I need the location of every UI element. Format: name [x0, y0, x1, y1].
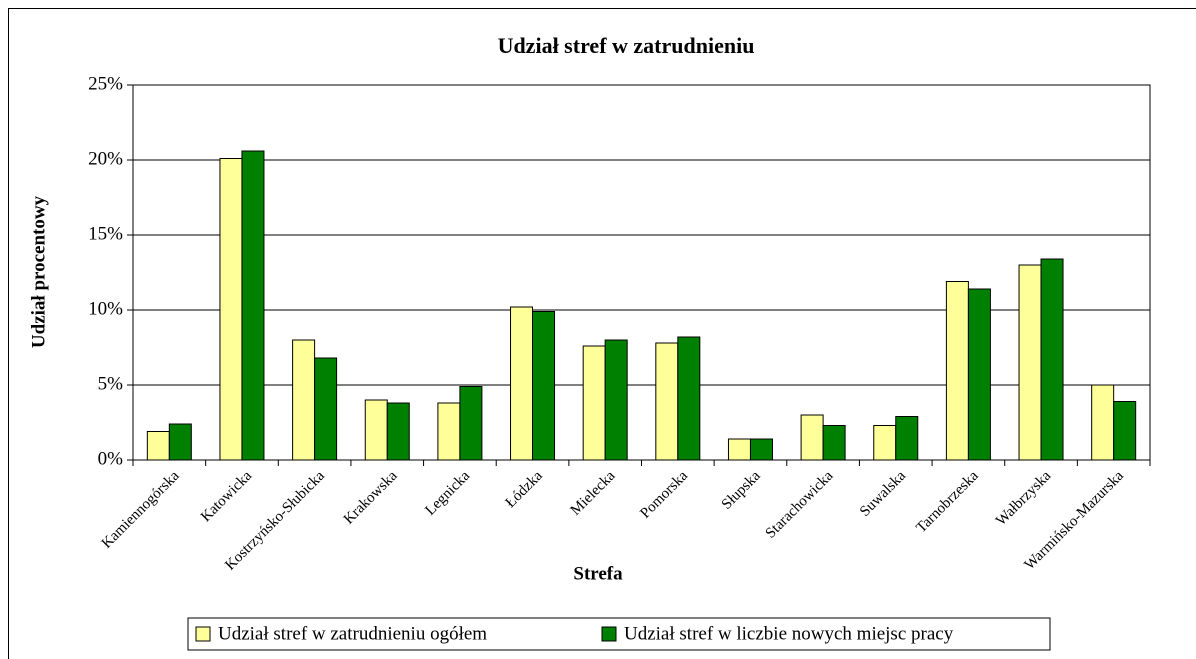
bar [386, 402, 410, 461]
bar [292, 339, 316, 461]
bar [314, 357, 338, 461]
bar [1040, 258, 1064, 461]
x-tick-label: Kamiennogórska [99, 468, 183, 552]
bar [967, 288, 991, 461]
x-axis-title: Strefa [573, 563, 623, 584]
bar [459, 386, 483, 461]
x-tick-label: Starachowicka [763, 468, 837, 542]
plot-frame [132, 84, 1151, 461]
x-tick-label: Mielecka [568, 468, 619, 519]
bar [655, 342, 679, 461]
legend-box [187, 617, 1051, 651]
y-tick-label: 10% [88, 298, 123, 319]
y-tick-label: 25% [88, 73, 123, 94]
bar [437, 402, 461, 461]
bar [582, 345, 606, 461]
legend-swatch [601, 626, 617, 642]
x-tick-label: Legnicka [422, 468, 473, 519]
y-tick-label: 0% [98, 448, 124, 469]
chart-frame [8, 8, 1196, 659]
bar [800, 414, 824, 461]
bar [146, 431, 170, 461]
bar [1018, 264, 1042, 461]
x-tick-label: Tarnobrzeska [913, 468, 982, 537]
chart-title: Udział stref w zatrudnieniu [498, 33, 755, 58]
bar [604, 339, 628, 461]
bar [532, 311, 556, 461]
bar [241, 150, 265, 461]
x-tick-label: Katowicka [198, 468, 255, 525]
bar [873, 425, 897, 461]
y-tick-label: 15% [88, 223, 123, 244]
bar [945, 281, 969, 461]
bar [168, 423, 192, 461]
x-tick-label: Łódzka [503, 468, 546, 511]
x-tick-label: Suwalska [857, 468, 909, 520]
bar [749, 438, 773, 461]
bar [727, 438, 751, 461]
x-tick-label: Pomorska [637, 468, 691, 522]
bar [677, 336, 701, 461]
legend-swatch [195, 626, 211, 642]
bar [364, 399, 388, 461]
y-tick-label: 5% [98, 373, 124, 394]
x-tick-label: Słupska [719, 468, 764, 513]
y-tick-label: 20% [88, 148, 123, 169]
legend-label: Udział stref w liczbie nowych miejsc pra… [624, 623, 954, 644]
x-tick-label: Krakowska [341, 468, 401, 528]
bar [510, 306, 534, 461]
x-tick-label: Wałbrzyska [993, 468, 1054, 529]
bar [822, 425, 846, 461]
bar [1091, 384, 1115, 461]
legend-label: Udział stref w zatrudnieniu ogółem [218, 623, 487, 644]
bar [219, 158, 243, 461]
y-axis-title: Udział procentowy [28, 195, 49, 348]
bar [1113, 401, 1137, 461]
bar [895, 416, 919, 461]
